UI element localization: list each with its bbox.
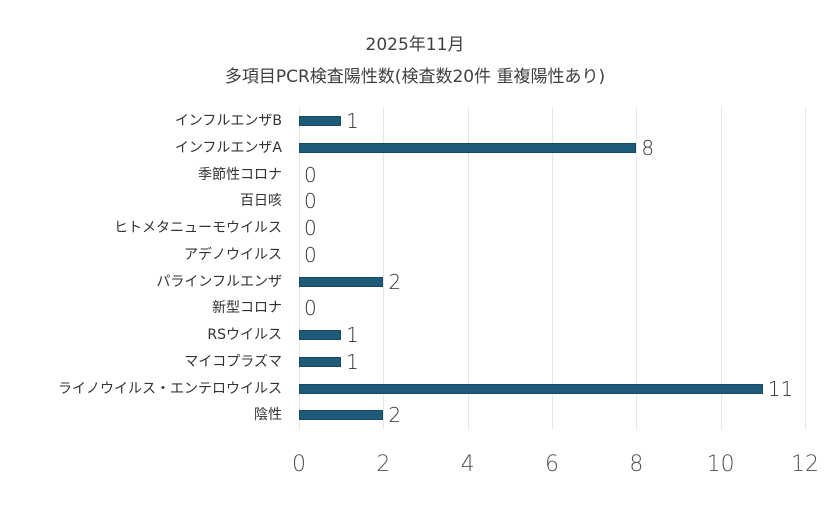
x-tick-label: 2 xyxy=(376,452,391,477)
gridline xyxy=(805,107,806,430)
gridline xyxy=(636,107,638,430)
x-tick-label: 6 xyxy=(545,452,559,477)
x-tick-label: 0 xyxy=(292,452,306,477)
data-label: 0 xyxy=(304,296,317,321)
data-label: 0 xyxy=(304,162,317,187)
category-label: 陰性 xyxy=(254,407,282,424)
bar xyxy=(299,330,342,340)
category-label: アデノウイルス xyxy=(184,246,282,263)
x-tick-label: 10 xyxy=(706,452,735,477)
category-label: ライノウイルス・エンテロウイルス xyxy=(58,380,282,397)
gridline xyxy=(467,107,469,430)
bar xyxy=(299,276,384,287)
category-label: マイコプラズマ xyxy=(184,353,282,370)
category-label: 季節性コロナ xyxy=(198,166,282,183)
bar xyxy=(299,142,637,153)
category-label: インフルエンザA xyxy=(174,139,282,156)
data-label: 1 xyxy=(346,323,359,347)
category-label: インフルエンザB xyxy=(174,113,282,129)
bar xyxy=(299,356,342,367)
category-label: パラインフルエンザ xyxy=(156,273,282,290)
gridline xyxy=(720,107,722,430)
data-label: 0 xyxy=(304,242,317,267)
x-tick-label: 12 xyxy=(791,452,819,477)
chart-title: 2025年11月 xyxy=(365,35,465,55)
gridline xyxy=(383,107,385,430)
data-label: 8 xyxy=(641,135,655,160)
bar xyxy=(299,116,342,126)
data-label: 11 xyxy=(767,376,794,401)
bar xyxy=(299,410,384,421)
data-label: 0 xyxy=(304,189,317,214)
gridline xyxy=(552,107,553,430)
x-tick-label: 4 xyxy=(460,452,475,477)
gridline xyxy=(299,107,300,430)
data-label: 2 xyxy=(388,269,402,294)
category-label: 新型コロナ xyxy=(212,300,282,317)
chart-subtitle: 多項目PCR検査陽性数(検査数20件 重複陽性あり) xyxy=(224,67,606,87)
category-label: 百日咳 xyxy=(240,193,282,210)
category-label: RSウイルス xyxy=(207,327,282,343)
data-label: 1 xyxy=(346,109,359,133)
data-label: 1 xyxy=(346,349,359,374)
x-tick-label: 8 xyxy=(629,452,644,477)
data-label: 0 xyxy=(304,216,317,240)
data-label: 2 xyxy=(388,403,402,428)
bar xyxy=(299,383,763,394)
category-label: ヒトメタニューモウイルス xyxy=(114,220,282,236)
